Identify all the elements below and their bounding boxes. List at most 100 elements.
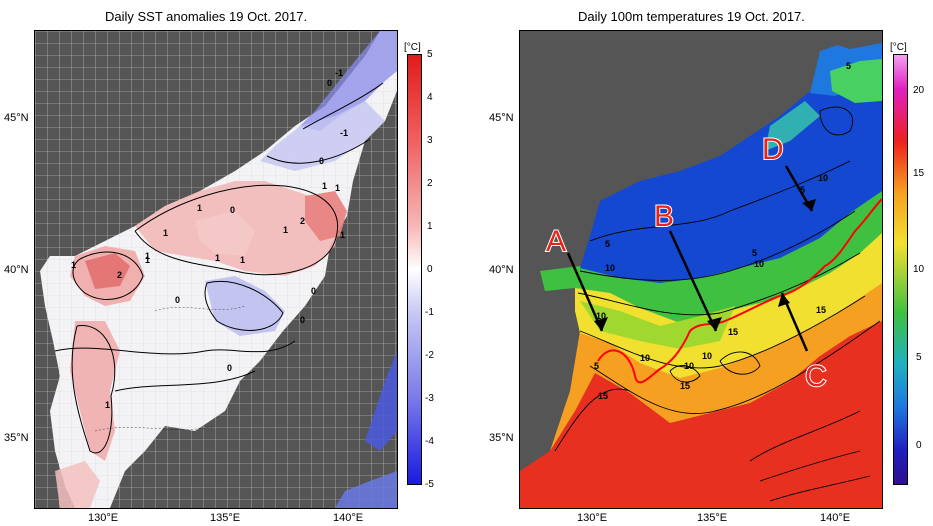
negative-anomaly-region (260, 101, 385, 171)
contour-label: 1 (335, 183, 340, 193)
sst-cbar-label: -1 (425, 307, 434, 318)
isotherm-label: 15 (816, 305, 826, 315)
isotherm-label: 5 (752, 248, 757, 258)
lon-label-135: 135°E (210, 512, 241, 524)
isotherm-label: 15 (598, 391, 608, 401)
lon-label-140: 140°E (820, 512, 851, 524)
lat-label-45: 45°N (489, 112, 514, 124)
contour-label: 1 (197, 203, 202, 213)
cold-water-region (580, 41, 882, 283)
contour-label-group: -1 0 -1 0 1 1 1 2 1 0 1 1 1 1 0 1 2 1 0 … (71, 68, 348, 410)
isotherm-label: 5 (605, 239, 610, 249)
contour-label: 0 (311, 286, 316, 296)
contour-label: 1 (145, 251, 150, 261)
contour-label: -1 (340, 128, 348, 138)
annotation-letter-d: D (762, 133, 784, 166)
lon-label-140: 140°E (333, 512, 364, 524)
temp-colorbar (893, 54, 908, 485)
positive-anomaly-region (70, 321, 120, 461)
lat-label-35: 35°N (489, 432, 514, 444)
temp-colorbar-unit: [°C] (890, 42, 907, 53)
temp-100m-title: Daily 100m temperatures 19 Oct. 2017. (578, 9, 805, 24)
contour-label: 0 (227, 363, 232, 373)
isotherm-label: 5 (800, 185, 805, 195)
contour-label: 1 (215, 253, 220, 263)
thermal-front-line (597, 198, 882, 384)
sst-cbar-label: 0 (427, 264, 433, 275)
contour-label: 2 (300, 216, 305, 226)
negative-anomaly-region (205, 276, 285, 336)
arrow-head (707, 317, 722, 331)
sst-cbar-label: -3 (425, 393, 434, 404)
contour-label: 1 (240, 255, 245, 265)
lat-label-40: 40°N (489, 264, 514, 276)
contour-label: 0 (319, 156, 324, 166)
lat-label-40: 40°N (4, 264, 29, 276)
warm-water-region (550, 281, 882, 451)
isotherm-label-group: 5 10 5 5 10 5 10 10 15 15 5 10 10 15 10 … (594, 61, 851, 401)
sst-anomaly-map: -1 0 -1 0 1 1 1 2 1 0 1 1 1 1 0 1 2 1 0 … (34, 30, 398, 509)
arrow-head (778, 293, 790, 307)
isotherm-label: 10 (818, 173, 828, 183)
isotherm-label: 15 (728, 327, 738, 337)
isotherm-label: 10 (640, 353, 650, 363)
isotherm-label: 10 (702, 351, 712, 361)
contour-label: 1 (340, 230, 345, 240)
sst-cbar-label: -4 (425, 436, 434, 447)
lon-label-135: 135°E (697, 512, 728, 524)
contour-label: 0 (230, 205, 235, 215)
lat-label-35: 35°N (4, 432, 29, 444)
arrow-head (594, 317, 608, 331)
intermediate-water-region (580, 301, 735, 349)
isotherm-label: 5 (594, 361, 599, 371)
sst-colorbar (407, 54, 422, 485)
contour-label: -1 (335, 68, 343, 78)
sst-cbar-label: -5 (425, 479, 434, 490)
positive-anomaly-region (85, 253, 130, 289)
isotherm-label: 5 (846, 61, 851, 71)
sst-cbar-label: -2 (425, 350, 434, 361)
sst-colorbar-unit: [°C] (404, 42, 421, 53)
annotation-letter-a: A (546, 225, 566, 258)
intermediate-water-region (540, 191, 882, 323)
contour-label: 0 (300, 315, 305, 325)
contour-label: 0 (327, 78, 332, 88)
contour-label: 1 (145, 255, 150, 265)
sst-anomaly-title: Daily SST anomalies 19 Oct. 2017. (105, 9, 308, 24)
negative-anomaly-region (365, 351, 397, 451)
contour-label: 2 (117, 270, 122, 280)
sst-cbar-label: 5 (427, 49, 433, 60)
isotherm-label: 10 (596, 311, 606, 321)
isotherm-label: 10 (754, 259, 764, 269)
contour-label: 1 (283, 225, 288, 235)
lon-label-130: 130°E (88, 512, 119, 524)
positive-anomaly-region (305, 191, 347, 241)
temp-cbar-label: 15 (913, 168, 925, 179)
temp-cbar-label: 0 (916, 440, 922, 451)
contour-label: 1 (322, 181, 327, 191)
contour-label: 1 (105, 400, 110, 410)
arrow-head (802, 199, 816, 211)
positive-anomaly-region (195, 211, 255, 256)
annotation-letter-c: C (805, 360, 827, 393)
cold-water-region (765, 101, 820, 151)
isotherm-label: 15 (680, 381, 690, 391)
positive-anomaly-region (55, 461, 100, 508)
sst-cbar-label: 4 (427, 92, 433, 103)
temp-100m-map: A B C D 5 10 5 5 10 5 10 10 15 15 5 10 1… (519, 30, 883, 509)
lon-label-130: 130°E (577, 512, 608, 524)
warm-water-region (520, 311, 882, 508)
contour-label: 0 (175, 295, 180, 305)
sst-cbar-label: 1 (427, 221, 433, 232)
sst-cbar-label: 2 (427, 178, 433, 189)
sst-cbar-label: 3 (427, 135, 433, 146)
contour-label: 1 (163, 228, 168, 238)
negative-anomaly-region (335, 471, 397, 508)
annotation-letter-b: B (654, 200, 674, 233)
lat-label-45: 45°N (4, 112, 29, 124)
contour-lines (54, 82, 384, 454)
contour-label: 1 (71, 260, 76, 270)
intermediate-water-region (830, 59, 882, 103)
isotherm-label: 10 (684, 361, 694, 371)
temp-cbar-label: 20 (913, 85, 925, 96)
